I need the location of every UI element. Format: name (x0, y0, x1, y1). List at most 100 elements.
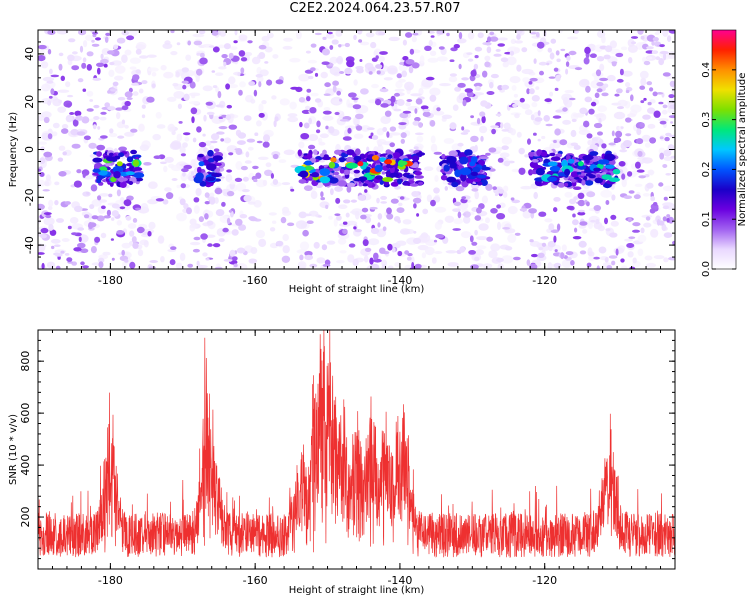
heatmap-cell (209, 198, 216, 205)
heatmap-cell (305, 105, 311, 110)
heatmap-cell (646, 182, 654, 189)
heatmap-cell (582, 229, 588, 234)
heatmap-cell (298, 179, 307, 184)
heatmap-cell (322, 36, 327, 41)
heatmap-cell (384, 110, 392, 117)
heatmap-cell (57, 157, 64, 162)
heatmap-cell (50, 238, 61, 244)
heatmap-cell (47, 100, 52, 106)
heatmap-cell (262, 179, 268, 187)
heatmap-cell (662, 104, 668, 109)
heatmap-cell (608, 142, 616, 146)
heatmap-cell (319, 133, 329, 139)
heatmap-cell (156, 124, 166, 129)
heatmap-cell (398, 124, 407, 130)
heatmap-cell (623, 195, 632, 199)
heatmap-cell (275, 240, 284, 247)
heatmap-cell (116, 37, 126, 44)
heatmap-cell (40, 234, 47, 239)
heatmap-cell (116, 161, 123, 167)
heatmap-cell (588, 174, 596, 179)
heatmap-cell (363, 255, 369, 263)
heatmap-cell (414, 175, 424, 179)
heatmap-cell (449, 122, 457, 130)
heatmap-cell (182, 142, 188, 148)
heatmap-cell (311, 172, 320, 178)
heatmap-cell (336, 215, 342, 221)
heatmap-cell (183, 203, 189, 210)
heatmap-cell (61, 238, 70, 242)
heatmap-cell (475, 245, 487, 250)
heatmap-cell (625, 89, 630, 94)
heatmap-cell (661, 223, 667, 231)
heatmap-cell (226, 145, 238, 153)
heatmap-cell (129, 57, 141, 64)
heatmap-cell (228, 209, 232, 213)
y-tick-label: 400 (19, 455, 32, 476)
heatmap-cell (586, 201, 590, 207)
heatmap-cell (210, 140, 218, 144)
heatmap-cell (100, 232, 107, 239)
heatmap-cell (471, 241, 478, 246)
heatmap-cell (578, 79, 590, 88)
heatmap-cell (218, 126, 228, 130)
heatmap-cell (544, 98, 552, 103)
heatmap-cell (438, 46, 445, 50)
heatmap-cell (624, 238, 634, 242)
heatmap-cell (468, 250, 476, 255)
heatmap-cell (549, 165, 561, 172)
heatmap-cell (451, 181, 459, 188)
heatmap-cell (92, 157, 103, 163)
heatmap-cell (422, 111, 431, 117)
heatmap-cell (554, 128, 561, 136)
heatmap-cell (555, 109, 563, 113)
heatmap-cell (470, 171, 478, 176)
heatmap-cell (239, 81, 246, 88)
heatmap-cell (513, 256, 521, 261)
y-tick-label: 20 (23, 95, 36, 109)
heatmap-cell (392, 152, 401, 159)
heatmap-cell (237, 72, 241, 77)
heatmap-cell (104, 102, 110, 108)
heatmap-cell (469, 235, 474, 243)
heatmap-cell (418, 87, 424, 96)
heatmap-cell (193, 197, 200, 203)
heatmap-cell (399, 196, 405, 200)
heatmap-cell (190, 159, 196, 168)
heatmap-cell (639, 70, 649, 79)
heatmap-cell (264, 61, 269, 64)
heatmap-cell (264, 169, 273, 176)
heatmap-cell (627, 217, 632, 223)
heatmap-cell (317, 215, 322, 218)
heatmap-cell (86, 64, 93, 71)
heatmap-cell (663, 257, 669, 263)
heatmap-cell (57, 89, 70, 93)
heatmap-cell (143, 162, 152, 166)
heatmap-cell (90, 184, 98, 192)
heatmap-cell (588, 108, 595, 115)
heatmap-cell (666, 217, 670, 223)
heatmap-cell (630, 41, 637, 45)
heatmap-cell (474, 256, 480, 262)
heatmap-cell (414, 117, 421, 122)
heatmap-cell (386, 131, 390, 138)
heatmap-cell (617, 106, 624, 110)
heatmap-cell (642, 56, 647, 63)
heatmap-cell (406, 99, 413, 102)
heatmap-cell (458, 31, 463, 40)
heatmap-cell (642, 114, 651, 120)
heatmap-cell (357, 194, 366, 201)
heatmap-cell (630, 94, 634, 102)
heatmap-cell (105, 32, 111, 37)
heatmap-cell (424, 45, 432, 51)
heatmap-cell (65, 114, 73, 123)
heatmap-cell (303, 122, 310, 129)
heatmap-cell (300, 133, 310, 140)
heatmap-cell (380, 115, 391, 125)
heatmap-cell (65, 81, 71, 88)
heatmap-cell (336, 90, 342, 96)
heatmap-cell (269, 227, 276, 232)
heatmap-cell (667, 51, 675, 59)
heatmap-cell (353, 34, 357, 41)
heatmap-cell (197, 166, 202, 174)
